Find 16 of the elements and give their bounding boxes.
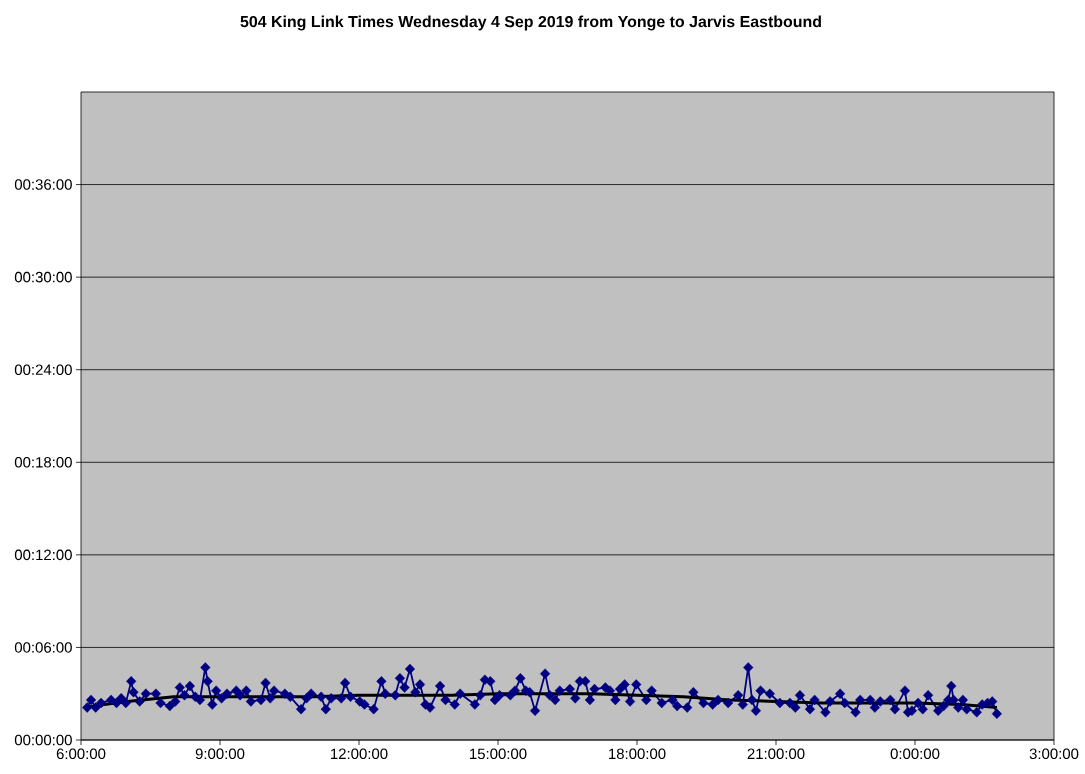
y-tick-label: 00:06:00	[14, 642, 72, 653]
x-tick-label: 15:00:00	[470, 748, 527, 760]
x-tick-label: 3:00:00	[1029, 748, 1079, 760]
x-tick-label: 0:00:00	[890, 748, 940, 760]
x-tick-label: 18:00:00	[609, 748, 666, 760]
y-tick-label: 00:18:00	[14, 456, 72, 468]
y-tick-label: 00:00:00	[14, 734, 72, 746]
y-tick-label: 00:24:00	[14, 364, 72, 375]
x-tick-label: 6:00:00	[56, 748, 106, 760]
chart-title: 504 King Link Times Wednesday 4 Sep 2019 from Yonge to Jarvis Eastbound	[240, 15, 821, 31]
y-tick-label: 00:36:00	[14, 179, 72, 190]
y-tick-label: 00:12:00	[14, 549, 72, 561]
x-tick-label: 12:00:00	[331, 748, 388, 760]
y-tick-label: 00:30:00	[14, 271, 72, 283]
x-tick-label: 9:00:00	[195, 748, 245, 760]
x-tick-label: 21:00:00	[747, 748, 805, 760]
